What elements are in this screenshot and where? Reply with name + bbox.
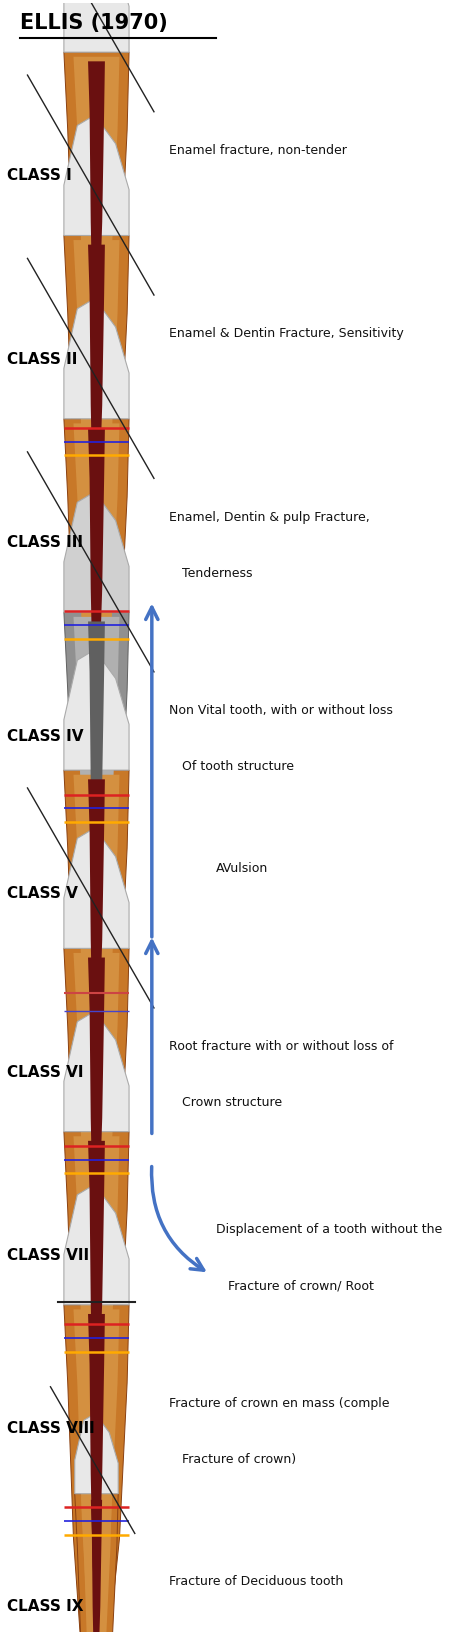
Text: CLASS VI: CLASS VI [7,1064,83,1079]
Text: CLASS VII: CLASS VII [7,1248,89,1262]
Polygon shape [88,621,105,911]
Polygon shape [73,775,119,1113]
Text: Fracture of Deciduous tooth: Fracture of Deciduous tooth [169,1575,343,1588]
Polygon shape [81,1496,112,1635]
Text: CLASS I: CLASS I [7,168,72,183]
Text: CLASS IX: CLASS IX [7,1599,83,1614]
Polygon shape [64,299,129,419]
Text: CLASS II: CLASS II [7,352,77,366]
Polygon shape [88,1141,105,1429]
Polygon shape [75,1414,118,1494]
Polygon shape [73,1136,119,1475]
Polygon shape [88,1315,105,1602]
Text: Fracture of crown): Fracture of crown) [182,1452,296,1465]
Text: Enamel, Dentin & pulp Fracture,: Enamel, Dentin & pulp Fracture, [169,510,370,523]
Polygon shape [64,52,129,437]
Polygon shape [73,953,119,1292]
Polygon shape [64,948,129,1333]
Polygon shape [64,770,129,1154]
Text: Displacement of a tooth without the: Displacement of a tooth without the [216,1223,442,1236]
Polygon shape [64,1305,129,1635]
Polygon shape [64,0,129,52]
Polygon shape [73,423,119,762]
Polygon shape [88,428,105,716]
Polygon shape [88,62,105,350]
Polygon shape [75,1494,118,1635]
Text: CLASS V: CLASS V [7,886,78,901]
Polygon shape [64,651,129,770]
Text: Enamel fracture, non-tender: Enamel fracture, non-tender [169,144,347,157]
Polygon shape [64,1185,129,1305]
Polygon shape [64,829,129,948]
Polygon shape [64,419,129,804]
Polygon shape [73,57,119,396]
Polygon shape [88,245,105,533]
Polygon shape [64,1131,129,1517]
Text: Fracture of crown en mass (comple: Fracture of crown en mass (comple [169,1396,389,1409]
Polygon shape [64,611,129,997]
Text: CLASS III: CLASS III [7,535,83,549]
Text: CLASS VIII: CLASS VIII [7,1421,95,1436]
Text: Enamel & Dentin Fracture, Sensitivity: Enamel & Dentin Fracture, Sensitivity [169,327,404,340]
Text: Fracture of crown/ Root: Fracture of crown/ Root [228,1280,374,1292]
Polygon shape [88,780,105,1068]
Text: Of tooth structure: Of tooth structure [182,760,293,773]
Text: Root fracture with or without loss of: Root fracture with or without loss of [169,1040,393,1053]
Polygon shape [73,1310,119,1635]
Polygon shape [73,616,119,956]
Text: CLASS IV: CLASS IV [7,729,83,744]
Polygon shape [64,1012,129,1131]
Text: AVulsion: AVulsion [216,862,268,875]
Polygon shape [64,235,129,620]
Polygon shape [91,1499,102,1635]
Polygon shape [64,116,129,235]
Text: Non Vital tooth, with or without loss: Non Vital tooth, with or without loss [169,705,393,718]
Text: ELLIS (1970): ELLIS (1970) [20,13,168,33]
Text: Crown structure: Crown structure [182,1095,282,1109]
Polygon shape [88,958,105,1246]
Polygon shape [64,494,129,611]
Polygon shape [73,240,119,579]
Text: Tenderness: Tenderness [182,567,252,579]
